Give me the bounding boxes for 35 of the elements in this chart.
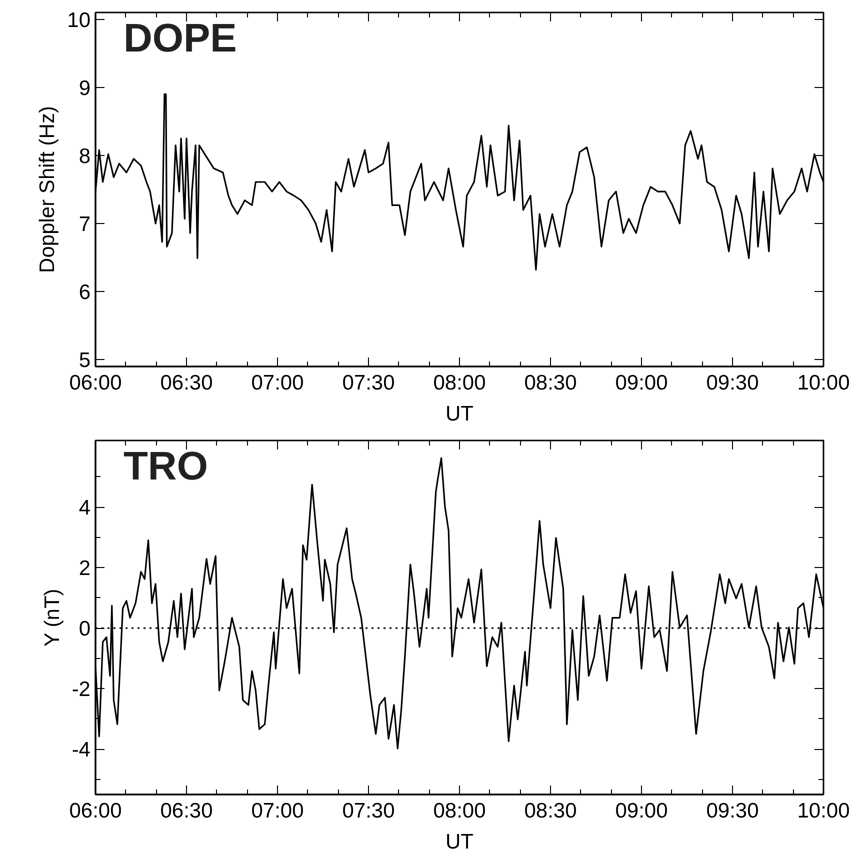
y-tick-label: 5	[78, 349, 91, 372]
y-tick-label: -2	[72, 678, 91, 702]
y-tick-label: 2	[78, 557, 91, 580]
x-axis-title: UT	[446, 402, 474, 426]
annotation: DOPE	[124, 16, 237, 60]
x-tick-label: 07:30	[342, 372, 395, 394]
y-tick-label: 7	[78, 213, 91, 236]
y-tick-label: 10	[67, 8, 90, 32]
x-tick-label: 09:00	[615, 800, 668, 822]
x-tick-label: 09:30	[706, 800, 759, 822]
x-tick-label: 09:00	[615, 372, 668, 394]
x-tick-label: 07:00	[251, 800, 304, 822]
x-tick-label: 08:00	[433, 372, 486, 394]
x-tick-label: 07:30	[342, 800, 395, 822]
y-tick-label: 6	[78, 281, 91, 304]
y-tick-label: -4	[72, 738, 91, 762]
x-tick-label: 08:30	[524, 372, 577, 394]
x-axis-title: UT	[446, 830, 474, 854]
x-tick-label: 06:30	[160, 372, 213, 394]
y-tick-label: 4	[78, 496, 91, 520]
x-tick-label: 06:00	[69, 800, 122, 822]
y-axis-title: Y (nT)	[40, 588, 64, 647]
x-tick-label: 10:00	[797, 800, 850, 822]
x-tick-label: 06:30	[160, 800, 213, 822]
x-tick-label: 08:30	[524, 800, 577, 822]
x-tick-label: 10:00	[797, 372, 850, 394]
x-tick-label: 08:00	[433, 800, 486, 822]
annotation: TRO	[124, 444, 208, 488]
x-tick-label: 09:30	[706, 372, 759, 394]
x-tick-label: 07:00	[251, 372, 304, 394]
y-tick-label: 0	[78, 618, 91, 641]
y-tick-label: 8	[78, 144, 91, 168]
x-tick-label: 06:00	[69, 372, 122, 394]
y-axis-title: Doppler Shift (Hz)	[36, 106, 60, 273]
y-tick-label: 9	[78, 76, 91, 100]
